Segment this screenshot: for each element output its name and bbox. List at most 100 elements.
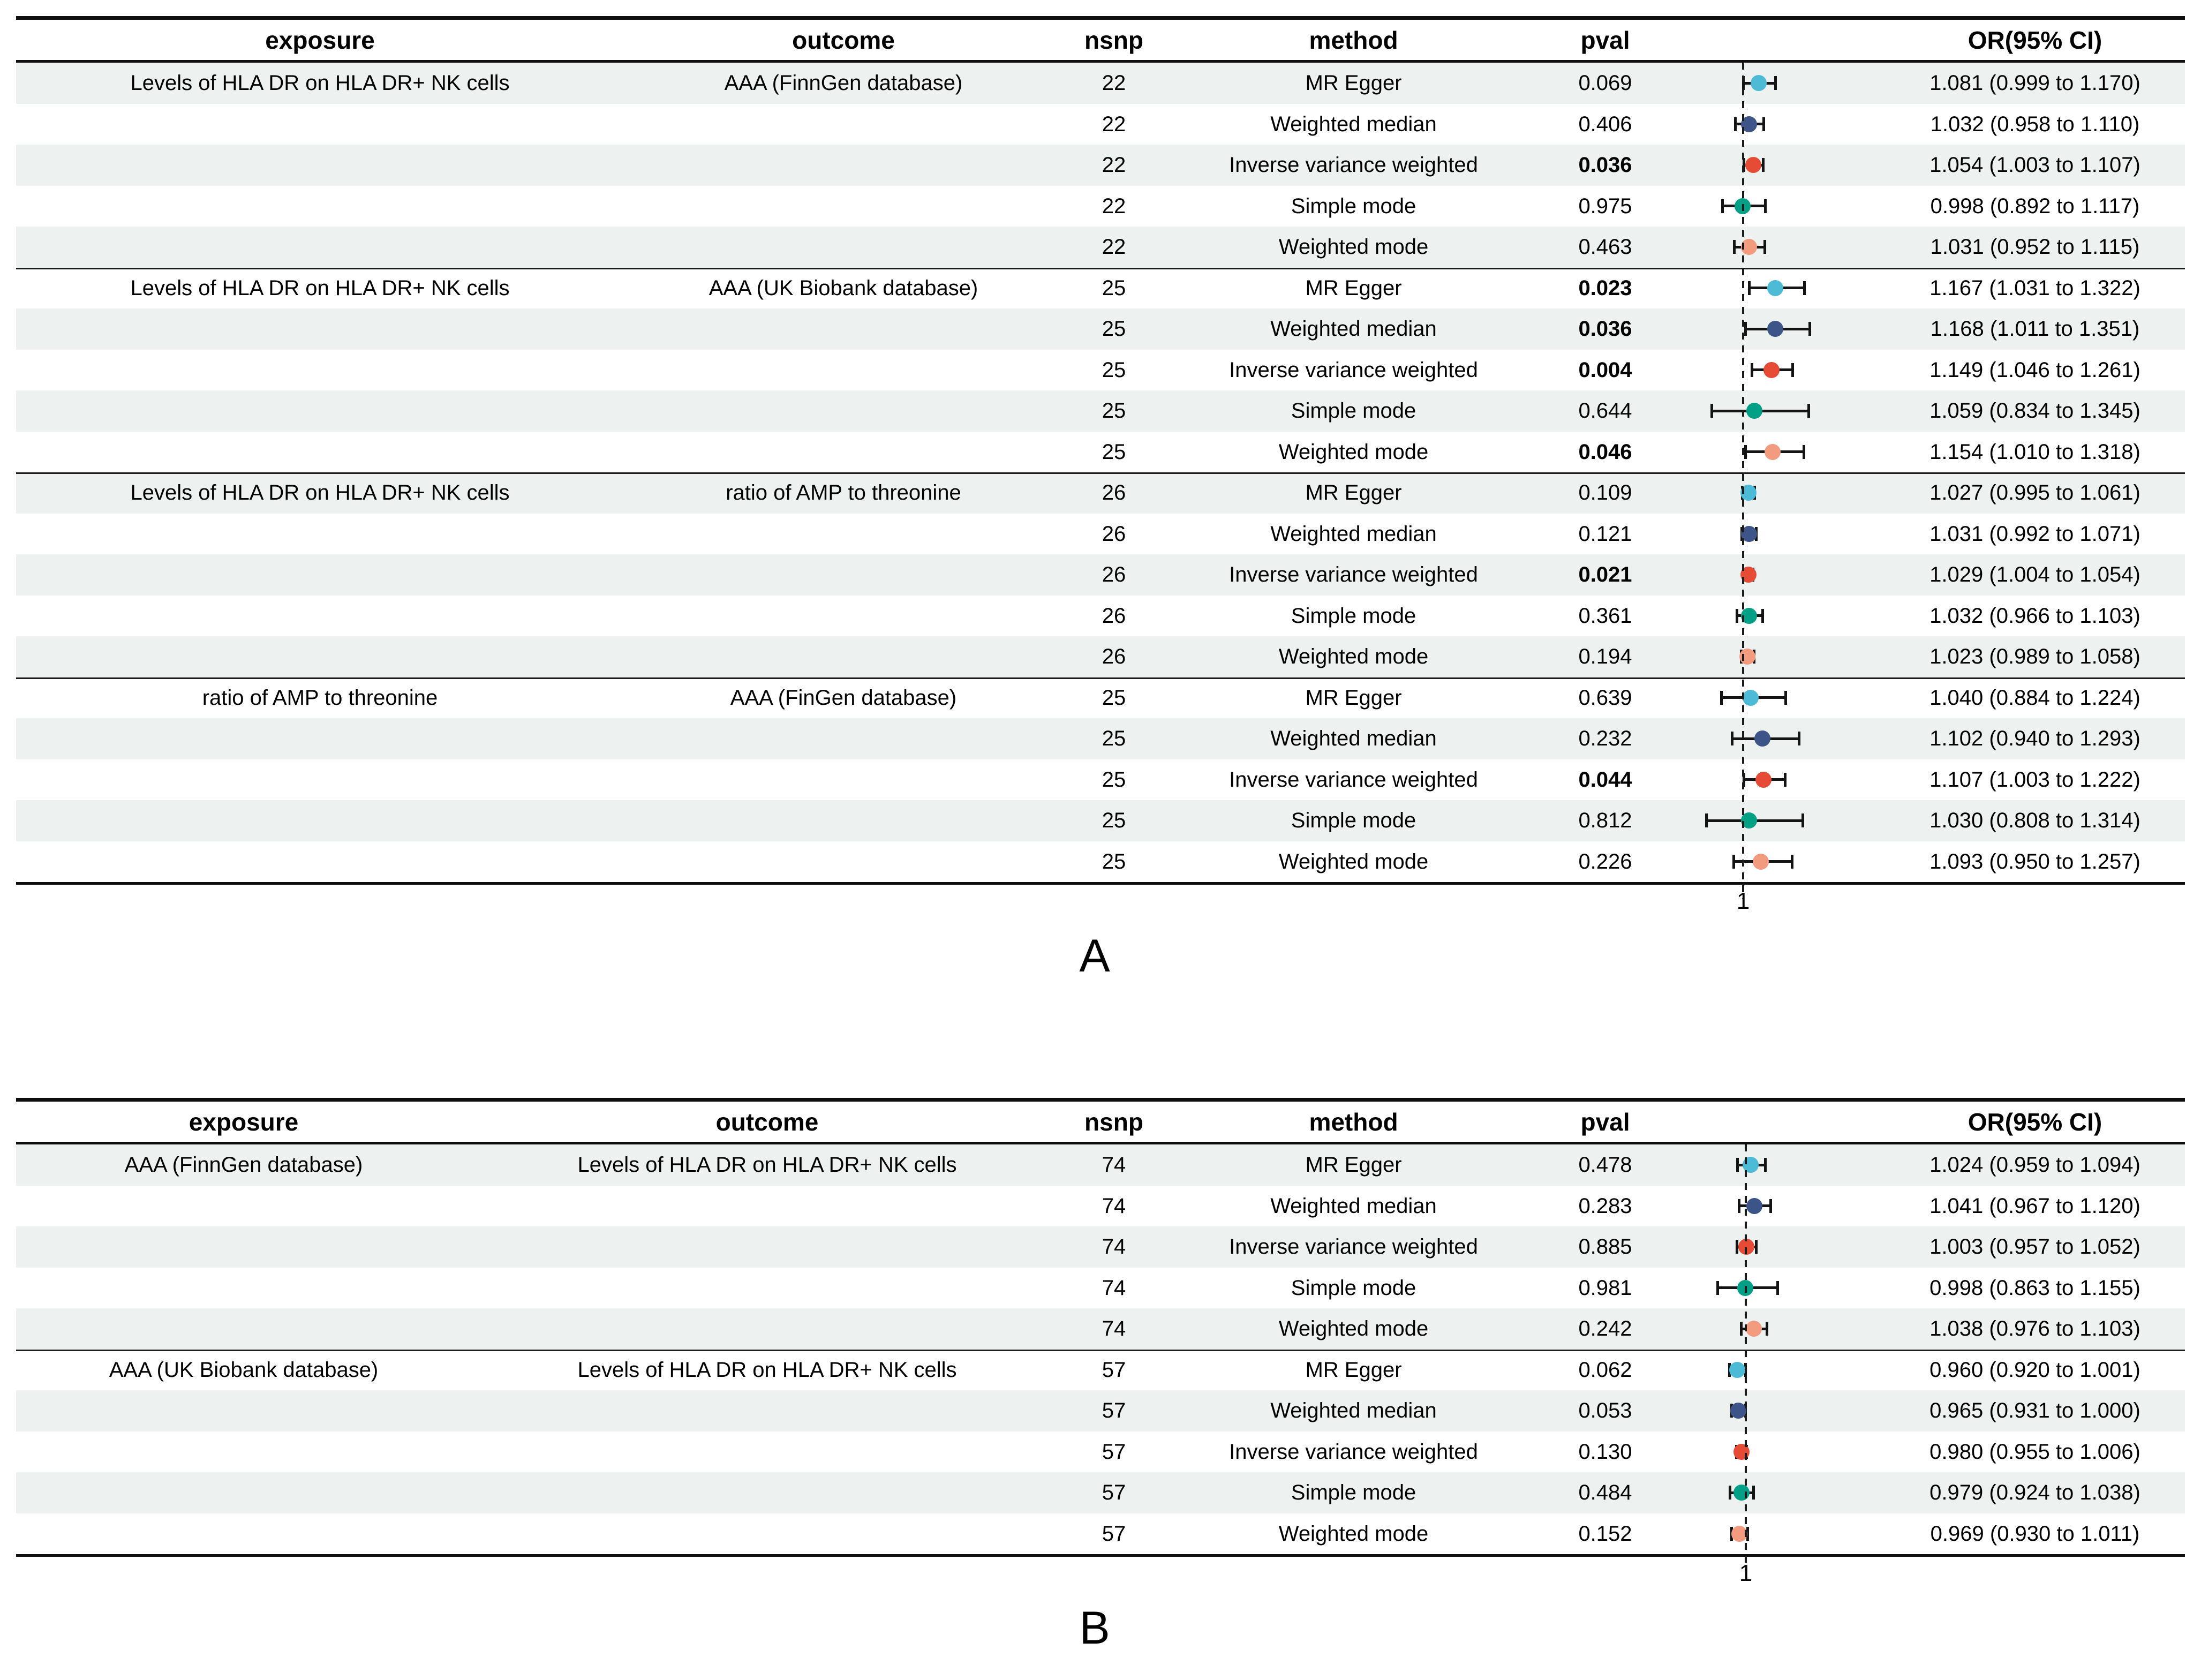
forest-cell [1668, 350, 1885, 391]
forest-cell [1668, 636, 1885, 677]
method-cell: Weighted mode [1278, 849, 1429, 873]
or-ci-cell: 1.168 (1.011 to 1.351) [1930, 317, 2140, 341]
or-point-marker [1746, 1197, 1762, 1214]
or-point-marker [1767, 280, 1783, 296]
pval-cell: 0.639 [1578, 685, 1632, 710]
ci-cap-left [1705, 813, 1708, 828]
outcome-cell [624, 390, 1063, 432]
exposure-cell [16, 1226, 471, 1268]
nsnp-cell: 25 [1102, 440, 1126, 464]
forest-cell [1668, 186, 1885, 227]
table-row: 25 Simple mode 0.812 1.030 (0.808 to 1.314) [16, 800, 2185, 841]
nsnp-cell: 25 [1102, 276, 1126, 300]
or-ci-cell: 1.038 (0.976 to 1.103) [1929, 1317, 2140, 1341]
forest-cell [1668, 514, 1885, 555]
forest-cell [1668, 63, 1885, 104]
or-ci-cell: 0.998 (0.863 to 1.155) [1929, 1276, 2140, 1300]
exposure-cell: Levels of HLA DR on HLA DR+ NK cells [130, 71, 510, 95]
or-point-marker [1753, 853, 1769, 870]
method-cell: MR Egger [1305, 1358, 1402, 1382]
or-ci-cell: 1.040 (0.884 to 1.224) [1929, 685, 2140, 710]
table-row: 26 Weighted mode 0.194 1.023 (0.989 to 1.05… [16, 636, 2185, 677]
column-header-method: method [1309, 26, 1398, 54]
outcome-cell [471, 1226, 1063, 1268]
ci-cap-right [1763, 199, 1767, 213]
or-ci-cell: 1.029 (1.004 to 1.054) [1929, 563, 2140, 587]
exposure-cell [16, 1308, 471, 1350]
ci-cap-left [1734, 117, 1737, 131]
method-cell: Inverse variance weighted [1229, 1440, 1478, 1464]
nsnp-cell: 25 [1102, 767, 1126, 792]
or-point-marker [1743, 689, 1759, 706]
outcome-cell: Levels of HLA DR on HLA DR+ NK cells [577, 1153, 957, 1177]
table-row: Levels of HLA DR on HLA DR+ NK cells AAA … [16, 63, 2185, 104]
outcome-cell: AAA (FinGen database) [730, 685, 957, 710]
outcome-cell [624, 554, 1063, 596]
forest-cell [1668, 1226, 1885, 1268]
ci-cap-right [1808, 322, 1812, 336]
column-header-exposure: exposure [265, 26, 375, 54]
or-ci-cell: 1.081 (0.999 to 1.170) [1929, 71, 2140, 95]
method-cell: Weighted median [1270, 727, 1437, 751]
ci-cap-right [1790, 854, 1793, 869]
ci-cap-right [1763, 1158, 1767, 1172]
forest-cell [1668, 227, 1885, 268]
table-row: 57 Weighted median 0.053 0.965 (0.931 to 1.… [16, 1390, 2185, 1432]
pval-cell: 0.004 [1578, 358, 1632, 382]
exposure-cell [16, 596, 624, 637]
outcome-cell [624, 186, 1063, 227]
table-row: 74 Weighted median 0.283 1.041 (0.967 to 1.… [16, 1186, 2185, 1227]
ci-cap-left [1710, 404, 1713, 418]
column-header-or: OR(95% CI) [1968, 1108, 2102, 1136]
or-ci-cell: 1.003 (0.957 to 1.052) [1929, 1235, 2140, 1259]
forest-cell [1668, 1350, 1885, 1391]
method-cell: Weighted mode [1278, 1317, 1429, 1341]
ci-cap-right [1755, 1240, 1758, 1254]
outcome-cell [471, 1390, 1063, 1432]
table-row: 25 Weighted median 0.232 1.102 (0.940 to 1.… [16, 718, 2185, 759]
exposure-cell [16, 636, 624, 677]
exposure-cell [16, 759, 624, 801]
outcome-cell [471, 1308, 1063, 1350]
or-ci-cell: 1.031 (0.952 to 1.115) [1930, 235, 2140, 259]
ci-cap-left [1744, 322, 1747, 336]
ci-cap-right [1762, 158, 1765, 172]
ci-cap-left [1738, 1199, 1741, 1213]
or-ci-cell: 0.965 (0.931 to 1.000) [1929, 1399, 2140, 1423]
table-row: Levels of HLA DR on HLA DR+ NK cells AAA … [16, 268, 2185, 309]
ci-cap-right [1763, 240, 1767, 254]
exposure-cell [16, 554, 624, 596]
or-point-marker [1763, 361, 1780, 378]
ci-cap-left [1720, 690, 1723, 705]
ci-cap-right [1761, 608, 1764, 623]
exposure-cell [16, 390, 624, 432]
column-header-nsnp: nsnp [1084, 1108, 1143, 1136]
ci-cap-right [1802, 445, 1805, 459]
or-ci-cell: 1.154 (1.010 to 1.318) [1929, 440, 2140, 464]
ci-cap-right [1791, 363, 1795, 377]
table-row: 25 Weighted mode 0.046 1.154 (1.010 to 1.31… [16, 432, 2185, 473]
nsnp-cell: 25 [1102, 399, 1126, 423]
exposure-cell [16, 104, 624, 145]
nsnp-cell: 25 [1102, 727, 1126, 751]
forest-cell [1668, 1513, 1885, 1555]
pval-cell: 0.478 [1578, 1153, 1632, 1177]
pval-cell: 0.406 [1578, 112, 1632, 136]
outcome-cell [624, 104, 1063, 145]
exposure-cell [16, 841, 624, 883]
ci-cap-right [1784, 690, 1787, 705]
method-cell: Weighted median [1270, 522, 1437, 546]
axis-tick-label: 1 [1739, 1560, 1753, 1586]
reference-line [1745, 1144, 1747, 1571]
forest-cell [1668, 1268, 1885, 1309]
forest-cell [1668, 1432, 1885, 1473]
forest-cell [1668, 1472, 1885, 1513]
outcome-cell [624, 841, 1063, 883]
pval-cell: 0.046 [1578, 440, 1632, 464]
method-cell: Simple mode [1291, 194, 1416, 218]
method-cell: Simple mode [1291, 1481, 1416, 1505]
method-cell: Weighted median [1270, 317, 1437, 341]
ci-cap-right [1762, 117, 1766, 131]
method-cell: Simple mode [1291, 809, 1416, 833]
pval-cell: 0.121 [1578, 522, 1632, 546]
